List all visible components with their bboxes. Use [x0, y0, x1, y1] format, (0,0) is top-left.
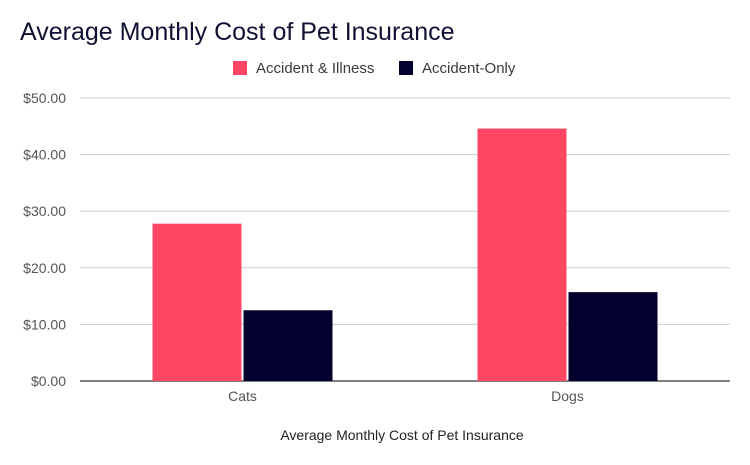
bar-cats-accident-illness — [152, 223, 242, 381]
legend-label-accident-only: Accident-Only — [422, 60, 516, 77]
legend: Accident & Illness Accident-Only — [233, 60, 516, 77]
legend-swatch-accident-only — [399, 61, 413, 75]
y-tick-label: $20.00 — [23, 260, 66, 276]
bars — [152, 128, 658, 381]
y-tick-label: $40.00 — [23, 147, 66, 163]
x-category-label: Cats — [228, 388, 257, 404]
bar-dogs-accident-only — [568, 292, 658, 381]
bar-dogs-accident-illness — [477, 128, 567, 381]
y-tick-label: $30.00 — [23, 203, 66, 219]
y-axis-ticks: $0.00 $10.00 $20.00 $30.00 $40.00 $50.00 — [23, 90, 66, 389]
chart-title: Average Monthly Cost of Pet Insurance — [20, 18, 455, 46]
x-axis-title: Average Monthly Cost of Pet Insurance — [280, 427, 524, 443]
y-tick-label: $50.00 — [23, 90, 66, 106]
x-axis-categories: Cats Dogs — [228, 388, 584, 404]
legend-label-accident-illness: Accident & Illness — [256, 60, 374, 77]
x-category-label: Dogs — [551, 388, 584, 404]
y-tick-label: $10.00 — [23, 316, 66, 332]
bar-cats-accident-only — [243, 310, 333, 381]
legend-swatch-accident-illness — [233, 61, 247, 75]
y-tick-label: $0.00 — [31, 373, 66, 389]
